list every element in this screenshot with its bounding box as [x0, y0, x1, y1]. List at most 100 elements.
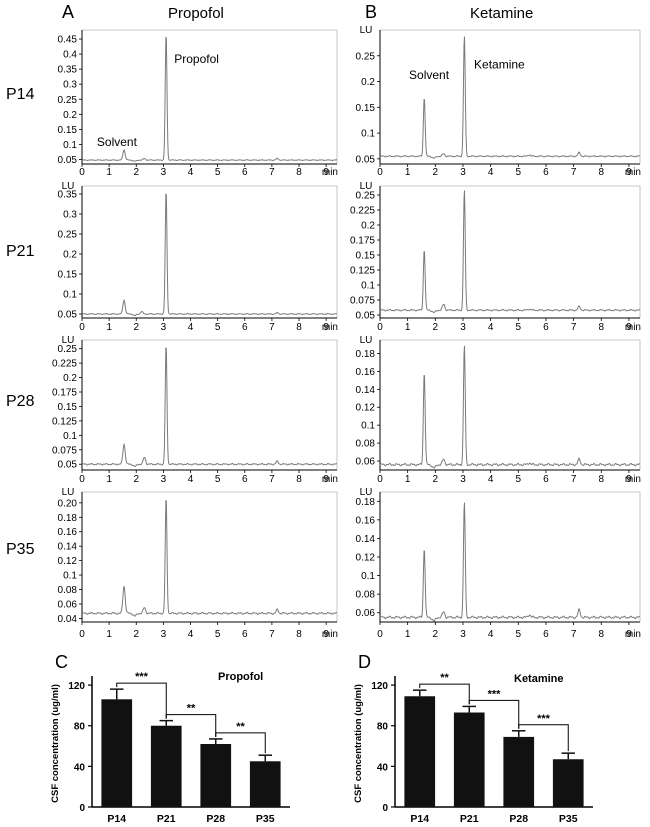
y-tick-label: 0.3	[63, 80, 77, 91]
x-tick-label: 1	[106, 167, 112, 178]
trace-line	[379, 190, 641, 314]
bar-P14	[101, 699, 133, 807]
trace-line	[379, 36, 641, 159]
y-tick-label: 0.2	[361, 77, 375, 88]
significance-label: **	[440, 672, 449, 684]
x-tick-label: 1	[106, 629, 112, 640]
y-tick-label: 0.1	[361, 421, 375, 432]
significance-bracket	[468, 699, 520, 729]
y-tick-label: 0.05	[58, 460, 78, 471]
y-tick-label: 0.45	[58, 35, 78, 46]
bar-P35	[552, 759, 584, 807]
y-tick-label: 0.125	[52, 416, 77, 427]
x-tick-label: 5	[215, 474, 221, 485]
x-tick-label: 6	[242, 474, 248, 485]
y-tick-label: 0.12	[356, 403, 376, 414]
chromatogram-B-P28: 0.06 0.08 0.1 0.12 0.14 0.16 0.18 LU 0 1 2 3 4 5 6 7 8 9m…	[356, 335, 641, 485]
significance-bracket	[518, 724, 569, 752]
y-tick-label: 0.175	[350, 236, 375, 247]
x-tick-label: 4	[488, 629, 494, 640]
y-tick-label: 0.25	[58, 344, 78, 355]
y-tick-label: 0.1	[361, 281, 375, 292]
x-tick-label: 8	[598, 629, 604, 640]
peak-annotation: Solvent	[97, 135, 138, 149]
x-tick-label: 8	[296, 474, 302, 485]
y-tick-label: 0.1	[63, 571, 77, 582]
x-tick-label: 8	[296, 322, 302, 333]
y-unit-label: LU	[62, 487, 75, 498]
x-tick-label: 9	[323, 474, 329, 485]
x-axis-label: min	[322, 167, 338, 178]
y-tick-label: 40	[377, 762, 389, 773]
y-axis-label: CSF concentration (ug/ml)	[50, 684, 61, 803]
panel-title-ketamine: Ketamine	[470, 5, 534, 22]
x-tick-label: 8	[296, 629, 302, 640]
x-tick-label: 1	[405, 322, 411, 333]
y-tick-label: 0.14	[58, 542, 78, 553]
y-tick-label: 0.25	[356, 51, 376, 62]
significance-label: ***	[488, 688, 502, 700]
x-tick-label: 6	[242, 629, 248, 640]
category-label: P14	[410, 813, 429, 825]
peak-annotation: Ketamine	[474, 58, 525, 72]
y-tick-label: 0.15	[356, 103, 376, 114]
x-tick-label: 4	[488, 167, 494, 178]
y-tick-label: 0.16	[356, 515, 376, 526]
x-axis-label: min	[625, 322, 641, 333]
plot-frame	[82, 339, 338, 470]
x-axis-label: min	[322, 474, 338, 485]
y-tick-label: 120	[371, 681, 388, 692]
trace-line	[81, 347, 338, 468]
peak-annotation: Propofol	[174, 52, 219, 66]
significance-label: **	[187, 703, 196, 715]
x-tick-label: 0	[377, 474, 383, 485]
x-tick-label: 4	[188, 322, 194, 333]
x-tick-label: 0	[79, 322, 85, 333]
category-label: P21	[460, 813, 479, 825]
y-tick-label: 0.175	[52, 388, 77, 399]
y-tick-label: 0.05	[356, 311, 376, 322]
x-tick-label: 5	[215, 322, 221, 333]
y-tick-label: 0.08	[58, 585, 78, 596]
x-tick-label: 5	[516, 629, 522, 640]
x-tick-label: 2	[133, 629, 139, 640]
x-tick-label: 1	[106, 474, 112, 485]
row-label-p35: P35	[6, 541, 35, 558]
trace-line	[81, 193, 338, 317]
row-label-p21: P21	[6, 243, 35, 260]
y-tick-label: 0.20	[58, 498, 78, 509]
x-tick-label: 6	[543, 629, 549, 640]
bar-chart-title: Ketamine	[514, 673, 564, 685]
y-tick-label: 40	[74, 762, 86, 773]
category-label: P28	[509, 813, 528, 825]
y-tick-label: 0.35	[58, 65, 78, 76]
y-tick-label: 0.18	[356, 349, 376, 360]
y-tick-label: 0.15	[58, 270, 78, 281]
y-tick-label: 0.06	[356, 457, 376, 468]
y-tick-label: 80	[377, 722, 389, 733]
y-tick-label: 0.225	[350, 206, 375, 217]
x-tick-label: 6	[543, 167, 549, 178]
x-tick-label: 1	[106, 322, 112, 333]
x-tick-label: 8	[296, 167, 302, 178]
x-tick-label: 7	[269, 474, 275, 485]
x-tick-label: 7	[269, 629, 275, 640]
category-label: P35	[256, 813, 275, 825]
y-tick-label: 0.1	[63, 431, 77, 442]
bar-P14	[404, 696, 436, 807]
significance-bracket	[165, 714, 217, 737]
x-tick-label: 9	[626, 322, 632, 333]
x-tick-label: 5	[516, 474, 522, 485]
row-label-p28: P28	[6, 393, 35, 410]
x-tick-label: 9	[323, 167, 329, 178]
chromatogram-B-P21: 0.05 0.075 0.1 0.125 0.15 0.175 0.2 0.225 0.25LU…	[350, 181, 641, 333]
x-tick-label: 2	[433, 322, 439, 333]
category-label: P21	[157, 813, 176, 825]
trace-line	[81, 500, 338, 617]
y-tick-label: 0.125	[350, 266, 375, 277]
bar-P35	[249, 761, 281, 807]
x-tick-label: 9	[323, 629, 329, 640]
